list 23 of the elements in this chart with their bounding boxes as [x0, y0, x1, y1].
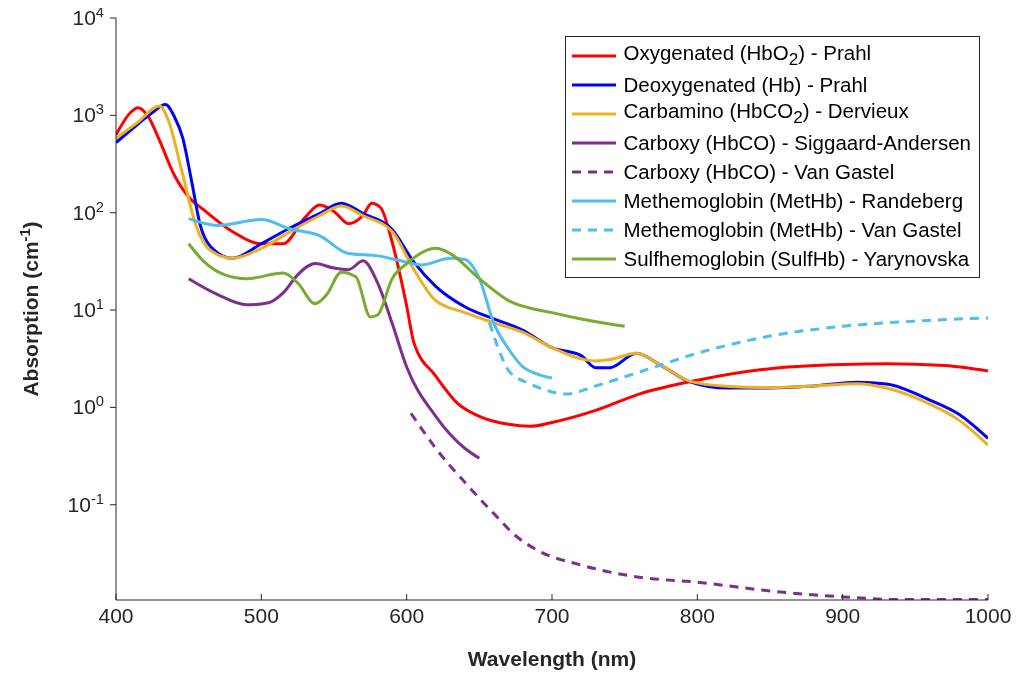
line-series [187, 259, 481, 460]
y-tick-label: 10$^{2}$ [72, 198, 104, 224]
x-tick-label: 1000 [964, 603, 1012, 627]
legend-label: Carboxy (HbCO) - Van Gastel [623, 159, 895, 184]
x-tick-label: 500 [243, 603, 279, 627]
y-tick-label: 10$^{1}$ [72, 296, 104, 322]
y-tick-label: 10$^{-1}$ [67, 490, 104, 516]
legend-label: Deoxygenated (Hb) - Prahl [623, 72, 868, 97]
legend-label: Sulfhemoglobin (SulfHb) - Yarynovska [623, 246, 970, 271]
legend-label: Carbamino (HbCO$_{2}$) - Dervieux [623, 98, 909, 129]
x-tick-label: 600 [389, 603, 425, 627]
y-tick-label: 10$^{0}$ [72, 393, 104, 419]
x-tick-label: 700 [534, 603, 570, 627]
legend-label: Carboxy (HbCO) - Siggaard-Andersen [623, 130, 971, 155]
legend-label: Methemoglobin (MetHb) - Van Gastel [623, 217, 962, 242]
x-tick-label: 800 [679, 603, 715, 627]
x-tick-label: 900 [825, 603, 861, 627]
legend-label: Oxygenated (HbO$_{2}$) - Prahl [623, 40, 872, 71]
x-tick-label: 400 [98, 603, 134, 627]
line-series [409, 411, 988, 600]
x-axis-title: Wavelength (nm) [467, 647, 637, 670]
legend-label: Methemoglobin (MetHb) - Randeberg [623, 188, 964, 213]
y-tick-label: 10$^{3}$ [72, 101, 104, 127]
